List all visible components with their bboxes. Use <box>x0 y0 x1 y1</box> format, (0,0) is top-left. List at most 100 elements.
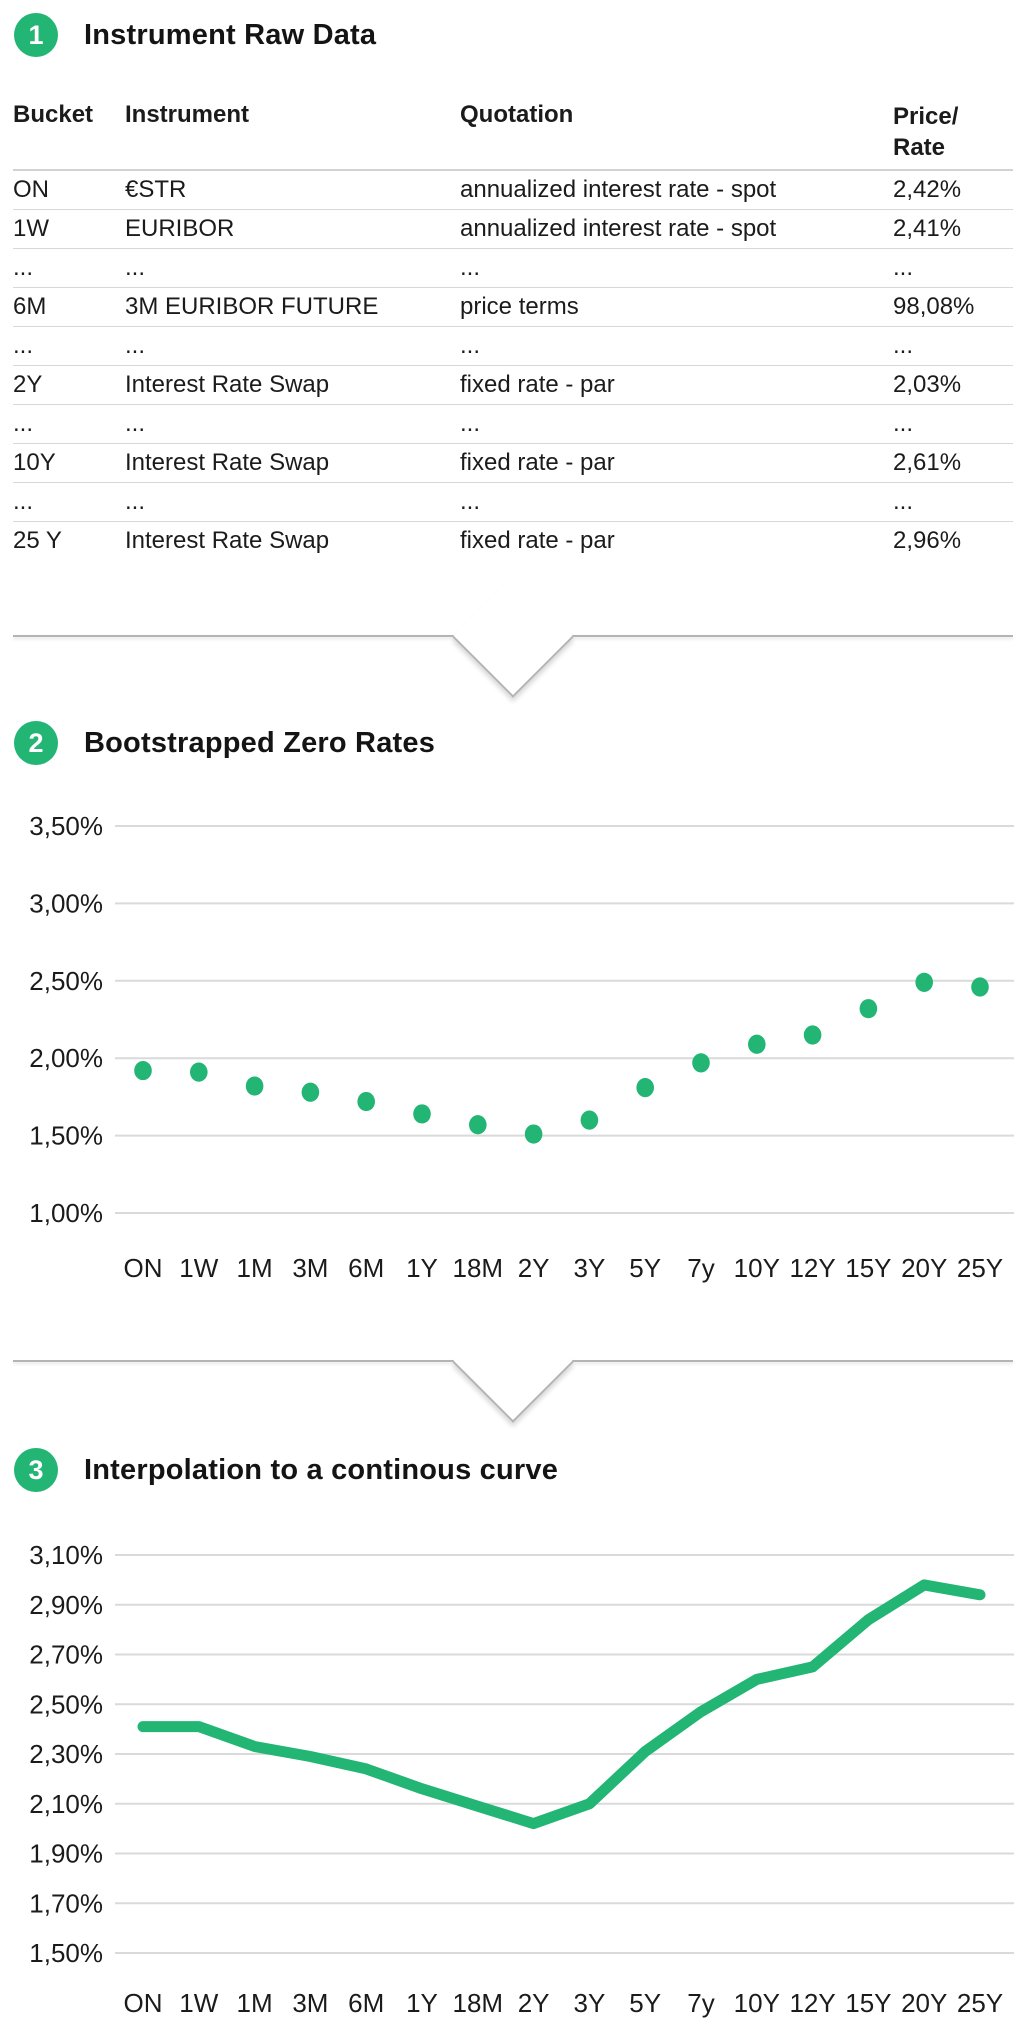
column-header-price-rate: Price/ Rate <box>893 97 1013 169</box>
table-cell: fixed rate - par <box>460 371 615 398</box>
interpolated-curve-chart: 3,10% 2,90% 2,70% 2,50% 2,30% 2,10% 1,90% 1,70%… <box>29 1540 1014 2018</box>
table-cell: ... <box>893 332 914 359</box>
table-header-row: Bucket Instrument Quotation Price/ Rate <box>13 97 1013 171</box>
table-cell: ... <box>125 410 146 437</box>
table-row: 6M 3M EURIBOR FUTURE price terms 98,08% <box>13 288 1013 327</box>
table-cell: ... <box>125 332 146 359</box>
x-tick-label: 10Y <box>734 1988 780 2018</box>
x-tick-label: 5Y <box>629 1253 661 1283</box>
table-cell: ... <box>460 254 481 281</box>
table-cell: 2,96% <box>893 527 962 554</box>
table-row: 1W EURIBOR annualized interest rate - spot… <box>13 210 1013 249</box>
table-cell: 10Y <box>13 449 56 476</box>
y-tick-label: 2,00% <box>29 1043 103 1073</box>
section-2-title: Bootstrapped Zero Rates <box>84 726 436 759</box>
y-gridlines <box>115 825 1014 1214</box>
table-cell: EURIBOR <box>125 215 235 242</box>
section-3-header: 3 Interpolation to a continous curve <box>14 1448 558 1492</box>
curve-line <box>137 1579 986 1830</box>
table-cell: ON <box>13 176 49 203</box>
section-1-title: Instrument Raw Data <box>84 18 377 51</box>
table-cell: 6M <box>13 293 47 320</box>
y-tick-label: 1,50% <box>29 1938 103 1968</box>
data-point <box>692 1053 710 1073</box>
x-tick-label: 20Y <box>901 1253 947 1283</box>
x-axis-labels: ON 1W 1M 3M 6M 1Y 18M 2Y 3Y 5Y 7y 10Y 12Y 15Y 20Y 25Y <box>124 1253 1004 1283</box>
y-tick-label: 2,10% <box>29 1789 103 1819</box>
x-axis-labels: ON 1W 1M 3M 6M 1Y 18M 2Y 3Y 5Y 7y 10Y 12Y 15Y 20Y 25Y <box>124 1988 1004 2018</box>
table-row: 25 Y Interest Rate Swap fixed rate - par 2,… <box>13 522 1013 560</box>
table-cell: price terms <box>460 293 579 320</box>
table-cell: fixed rate - par <box>460 449 615 476</box>
table-cell: ... <box>893 410 914 437</box>
x-tick-label: 6M <box>348 1988 384 2018</box>
table-cell: Interest Rate Swap <box>125 371 330 398</box>
table-cell: Interest Rate Swap <box>125 527 330 554</box>
table-row: ............ <box>13 249 1013 288</box>
y-tick-label: 2,50% <box>29 1689 103 1719</box>
column-header-bucket: Bucket <box>13 101 94 128</box>
x-tick-label: 1W <box>179 1253 218 1283</box>
y-tick-label: 3,10% <box>29 1540 103 1570</box>
x-tick-label: 25Y <box>957 1988 1003 2018</box>
table-cell: ... <box>893 488 914 515</box>
data-point <box>301 1082 320 1102</box>
table-cell: ... <box>13 410 34 437</box>
y-axis-labels: 3,50% 3,00% 2,50% 2,00% 1,50% 1,00% <box>29 811 103 1228</box>
section-1-header: 1 Instrument Raw Data <box>14 13 376 57</box>
data-point <box>859 999 878 1019</box>
table-cell: annualized interest rate - spot <box>460 176 777 203</box>
price-header-line1: Price/ <box>893 103 959 130</box>
data-point <box>469 1115 487 1135</box>
table-cell: ... <box>460 410 481 437</box>
scatter-points <box>134 972 989 1144</box>
x-tick-label: 1Y <box>406 1988 438 2018</box>
data-point <box>413 1104 431 1124</box>
table-row: ON €STR annualized interest rate - spot 2,4… <box>13 171 1013 210</box>
table-cell: ... <box>460 332 481 359</box>
y-tick-label: 2,70% <box>29 1640 103 1670</box>
x-tick-label: 1Y <box>406 1253 438 1283</box>
x-tick-label: 1M <box>237 1988 273 2018</box>
x-tick-label: 18M <box>453 1253 504 1283</box>
y-tick-label: 2,50% <box>29 966 103 996</box>
table-cell: ... <box>13 254 34 281</box>
x-tick-label: 10Y <box>734 1253 780 1283</box>
x-tick-label: 3Y <box>573 1988 605 2018</box>
y-tick-label: 3,50% <box>29 811 103 841</box>
table-body: ON €STR annualized interest rate - spot 2,4… <box>13 171 1013 560</box>
x-tick-label: 3M <box>292 1253 328 1283</box>
data-point <box>636 1078 654 1098</box>
table-row: ............ <box>13 327 1013 366</box>
table-cell: 2,61% <box>893 449 962 476</box>
table-cell: ... <box>13 488 34 515</box>
table-cell: Interest Rate Swap <box>125 449 330 476</box>
step-2-badge: 2 <box>14 721 58 765</box>
column-header-quotation: Quotation <box>460 101 574 128</box>
step-3-badge: 3 <box>14 1448 58 1492</box>
price-header-line2: Rate <box>893 134 946 161</box>
step-1-number: 1 <box>28 19 44 50</box>
x-tick-label: 5Y <box>629 1988 661 2018</box>
zero-rates-chart: 3,50% 3,00% 2,50% 2,00% 1,50% 1,00% ON 1W 1M 3M 6M… <box>29 811 1014 1283</box>
y-tick-label: 2,30% <box>29 1739 103 1769</box>
x-tick-label: 15Y <box>845 1988 891 2018</box>
data-point <box>134 1060 152 1081</box>
table-row: 10Y Interest Rate Swap fixed rate - par 2,6… <box>13 444 1013 483</box>
x-tick-label: 2Y <box>518 1253 550 1283</box>
table-cell: 25 Y <box>13 527 62 554</box>
table-cell: €STR <box>125 176 187 203</box>
chevron-down-icon <box>452 576 574 698</box>
x-tick-label: 12Y <box>789 1988 835 2018</box>
table-cell: 1W <box>13 215 49 242</box>
table-cell: 2,42% <box>893 176 962 203</box>
data-point <box>245 1076 264 1096</box>
y-gridlines <box>115 1554 1014 1954</box>
y-tick-label: 1,50% <box>29 1121 103 1151</box>
column-header-instrument: Instrument <box>125 101 250 128</box>
x-tick-label: 7y <box>687 1253 714 1283</box>
y-tick-label: 1,00% <box>29 1198 103 1228</box>
table-cell: 2Y <box>13 371 43 398</box>
x-tick-label: 20Y <box>901 1988 947 2018</box>
